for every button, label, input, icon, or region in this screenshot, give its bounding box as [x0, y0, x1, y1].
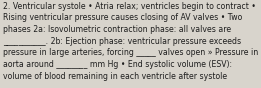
Text: 2. Ventricular systole • Atria relax; ventricles begin to contract •
Rising vent: 2. Ventricular systole • Atria relax; ve… — [3, 2, 258, 81]
